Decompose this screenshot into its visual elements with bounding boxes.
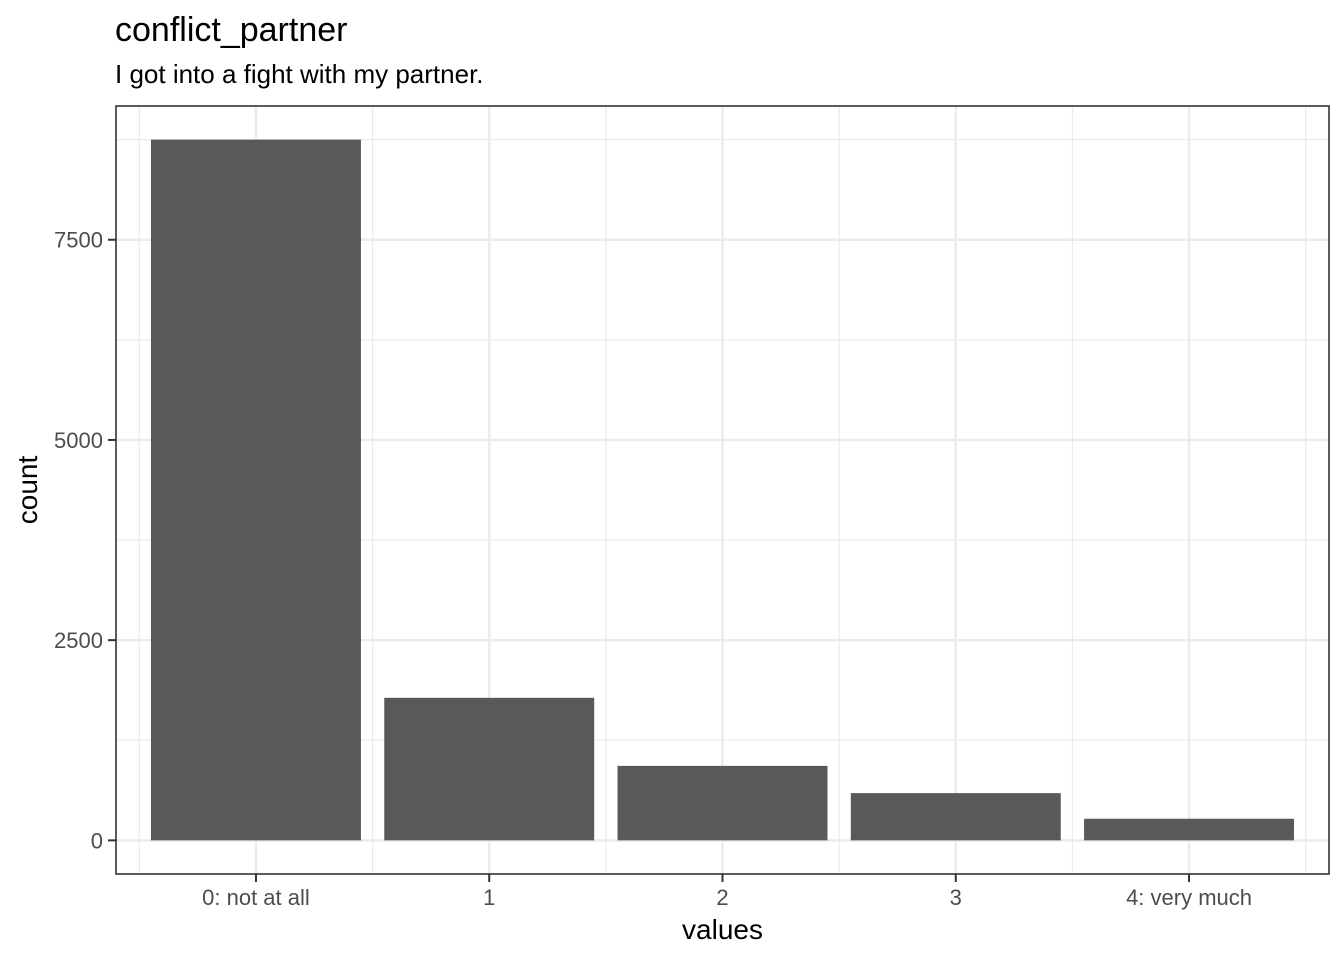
x-tick-label: 4: very much xyxy=(1126,885,1252,910)
x-tick-label: 1 xyxy=(483,885,495,910)
y-tick-label: 5000 xyxy=(54,428,103,453)
y-axis: 0 2500 5000 7500 xyxy=(54,228,116,853)
x-axis-title: values xyxy=(682,914,763,945)
x-tick-label: 3 xyxy=(950,885,962,910)
x-tick-label: 0: not at all xyxy=(202,885,310,910)
bar xyxy=(150,139,361,841)
bar xyxy=(1084,818,1295,841)
y-tick-label: 2500 xyxy=(54,628,103,653)
chart-title: conflict_partner xyxy=(115,11,348,49)
bar xyxy=(384,697,595,841)
y-axis-title: count xyxy=(12,456,43,525)
y-tick-label: 7500 xyxy=(54,228,103,253)
bar xyxy=(617,765,828,841)
chart-subtitle: I got into a fight with my partner. xyxy=(115,59,484,89)
bars xyxy=(150,139,1295,841)
y-tick-label: 0 xyxy=(91,828,103,853)
x-axis: 0: not at all 1 2 3 4: very much xyxy=(202,874,1252,910)
bar xyxy=(850,793,1061,841)
x-tick-label: 2 xyxy=(716,885,728,910)
